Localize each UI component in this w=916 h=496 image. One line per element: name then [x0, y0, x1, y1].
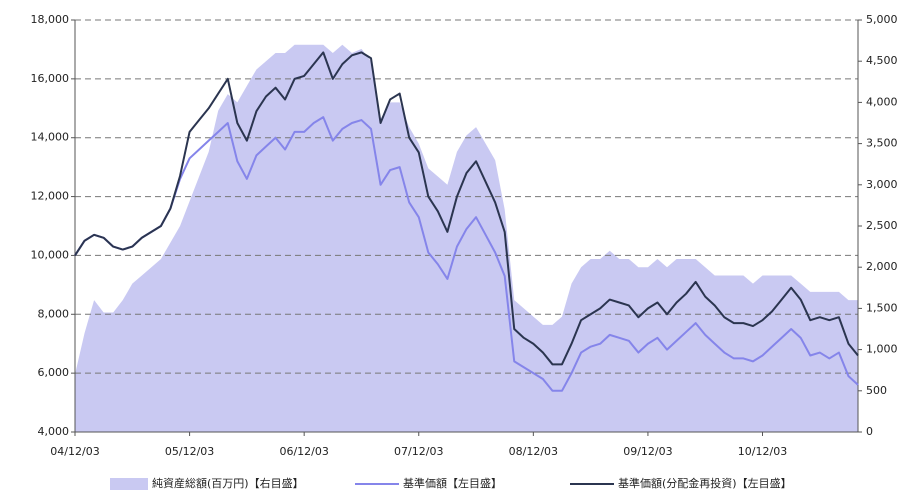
y-tick-label: 14,000	[31, 131, 70, 144]
y2-tick-label: 1,500	[866, 301, 898, 314]
y2-tick-label: 1,000	[866, 343, 898, 356]
y2-tick-label: 4,000	[866, 95, 898, 108]
y2-tick-label: 4,500	[866, 54, 898, 67]
y2-tick-label: 5,000	[866, 13, 898, 26]
x-tick-label: 10/12/03	[738, 445, 787, 458]
y-tick-label: 12,000	[31, 190, 70, 203]
y2-tick-label: 2,000	[866, 260, 898, 273]
y-tick-label: 16,000	[31, 72, 70, 85]
y2-tick-label: 3,500	[866, 137, 898, 150]
y-tick-label: 10,000	[31, 248, 70, 261]
x-tick-label: 07/12/03	[394, 445, 443, 458]
y-tick-label: 8,000	[38, 307, 70, 320]
y2-tick-label: 0	[866, 425, 873, 438]
x-tick-label: 09/12/03	[623, 445, 672, 458]
x-tick-label: 06/12/03	[279, 445, 328, 458]
legend-swatch	[110, 478, 148, 490]
y2-tick-label: 500	[866, 384, 887, 397]
y-tick-label: 4,000	[38, 425, 70, 438]
y-tick-label: 18,000	[31, 13, 70, 26]
y2-tick-label: 3,000	[866, 178, 898, 191]
x-tick-label: 04/12/03	[50, 445, 99, 458]
x-tick-label: 08/12/03	[509, 445, 558, 458]
x-tick-label: 05/12/03	[165, 445, 214, 458]
legend-label: 基準価額【左目盛】	[403, 476, 502, 490]
y2-tick-label: 2,500	[866, 219, 898, 232]
legend-label: 基準価額(分配金再投資)【左目盛】	[618, 476, 792, 490]
legend-label: 純資産総額(百万円)【右目盛】	[152, 476, 304, 490]
area	[75, 44, 858, 432]
line	[74, 116, 859, 392]
y-tick-label: 6,000	[38, 366, 70, 379]
line	[74, 51, 859, 366]
